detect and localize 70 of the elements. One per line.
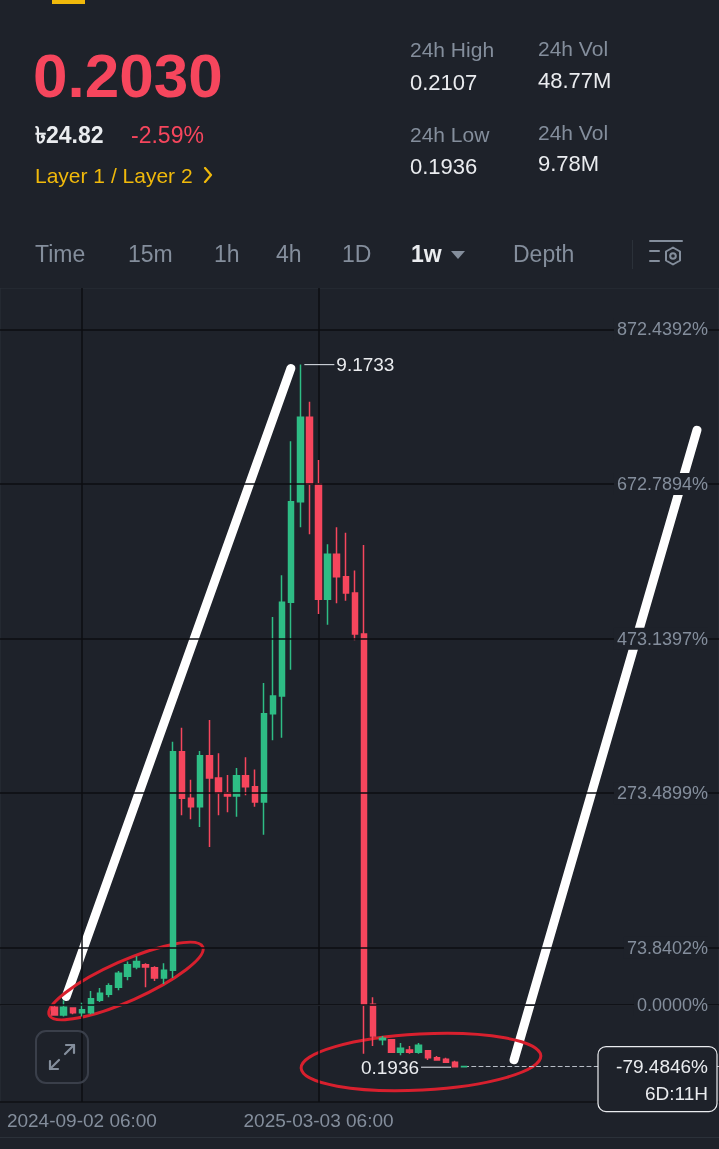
- candlestick: [50, 1004, 59, 1017]
- candlestick: [196, 750, 204, 828]
- candlestick: [360, 544, 368, 1055]
- text: ৳24.82: [35, 121, 104, 148]
- chart-title: 0.2030: [33, 40, 223, 110]
- text: 24h Vol: [538, 37, 609, 60]
- text: 15m: [128, 241, 173, 267]
- text: Time: [35, 241, 86, 267]
- candlestick: [287, 440, 295, 671]
- candlestick: [369, 996, 377, 1047]
- candlestick: [424, 1049, 432, 1061]
- y-tick-label: 672.7894%: [616, 474, 708, 495]
- y-tick-label: 0.0000%: [636, 994, 708, 1015]
- candlestick: [223, 774, 232, 813]
- text: 24h Low: [410, 122, 490, 146]
- candlestick: [169, 740, 177, 979]
- candlestick: [296, 363, 305, 528]
- y-tick-label: 473.1397%: [616, 628, 708, 649]
- text: Layer 1 / Layer 2: [35, 163, 193, 187]
- text: 1h: [214, 241, 240, 267]
- candlestick: [332, 526, 341, 604]
- candlestick: [132, 955, 141, 971]
- candlestick: [114, 970, 123, 992]
- candlestick: [187, 778, 195, 820]
- candlestick: [96, 987, 104, 1003]
- candlestick: [314, 459, 323, 615]
- text: -2.59%: [131, 121, 204, 148]
- text: 48.77M: [538, 68, 612, 93]
- candlestick: [150, 965, 159, 982]
- text: 9.78M: [538, 151, 600, 176]
- candlestick: [442, 1056, 450, 1064]
- candlestick: [232, 767, 241, 818]
- candlestick: [123, 960, 132, 981]
- y-tick-label: 872.4392%: [616, 319, 708, 340]
- candlestick: [59, 999, 68, 1018]
- candlestick: [260, 682, 268, 836]
- candlestick: [214, 752, 223, 817]
- candlestick: [278, 574, 286, 739]
- text: 0.1936: [410, 154, 478, 179]
- candlestick: [160, 962, 168, 985]
- candlestick: [269, 616, 277, 741]
- candlestick: [305, 401, 314, 535]
- candlestick: [378, 1035, 387, 1046]
- candlestick: [433, 1055, 441, 1062]
- text: 1w: [411, 241, 442, 267]
- candlestick: [69, 1006, 77, 1016]
- candlestick: [178, 727, 186, 817]
- candlestick: [141, 962, 150, 988]
- ref-line-label: -79.4846% 6D:11H: [616, 1056, 709, 1105]
- candlestick: [323, 543, 332, 626]
- x-tick-label: 2024-09-02 06:00: [6, 1110, 157, 1131]
- candlestick: [414, 1042, 423, 1055]
- candlestick: [105, 982, 113, 998]
- annotation: 9.1733: [336, 354, 395, 376]
- y-tick-label: 73.8402%: [626, 937, 708, 958]
- candlestick: [241, 756, 250, 796]
- text: 24h High: [410, 38, 495, 61]
- candlestick: [342, 531, 350, 602]
- candlestick: [405, 1045, 414, 1055]
- x-tick-label: 2025-03-03 06:00: [243, 1110, 394, 1131]
- text: Depth: [513, 241, 575, 267]
- text: 0.2107: [410, 69, 478, 95]
- y-tick-label: 273.4899%: [616, 783, 708, 804]
- candlestick: [387, 1038, 396, 1054]
- annotation: 0.1936: [360, 1056, 420, 1078]
- text: 1D: [342, 241, 372, 267]
- candlestick: [396, 1042, 405, 1057]
- text: 4h: [276, 241, 302, 267]
- candlestick: [205, 719, 214, 848]
- text: 24h Vol: [538, 120, 609, 144]
